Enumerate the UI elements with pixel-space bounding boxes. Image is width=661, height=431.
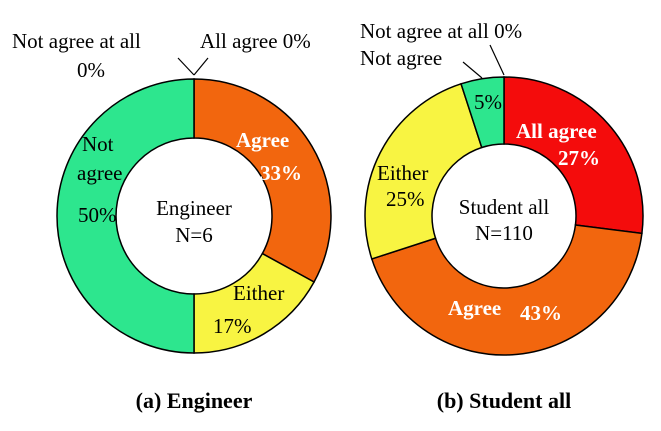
leader-line-not-agree-at-all: [177, 57, 195, 76]
slice-all-agree: [503, 76, 644, 235]
slice-not-agree: [460, 76, 505, 149]
label-not-agree-at-all: Not agree at all: [12, 29, 141, 53]
label-either-name: Either: [233, 281, 284, 305]
label-not-agree-line1: Not: [82, 132, 114, 156]
leader-line-not-agree-at-all-b: [489, 44, 505, 76]
chart-caption-engineer: (a) Engineer: [136, 388, 253, 413]
center-label-n: N=6: [175, 223, 213, 247]
slice-agree: [370, 224, 643, 356]
label-not-agree-line2: agree: [77, 161, 122, 185]
slice-not-agree: [56, 78, 195, 354]
slice-agree: [193, 78, 332, 284]
label-not-agree-at-all-b: Not agree at all 0%: [360, 19, 522, 43]
label-all-agree: All agree 0%: [200, 29, 311, 53]
center-label-title-b: Student all: [459, 195, 550, 219]
label-agree-name: Agree: [236, 128, 289, 152]
donut-chart-engineer: [56, 78, 332, 354]
label-all-agree-pct-b: 27%: [558, 146, 600, 170]
label-either-pct-b: 25%: [386, 187, 425, 211]
donut-chart-student-all: [364, 76, 644, 356]
center-label-n-b: N=110: [475, 221, 533, 245]
label-agree-name-b: Agree: [448, 296, 501, 320]
center-label-title: Engineer: [156, 196, 232, 220]
chart-caption-student-all: (b) Student all: [437, 388, 571, 413]
label-not-agree-at-all-pct: 0%: [77, 58, 105, 82]
label-either-name-b: Either: [377, 161, 428, 185]
label-not-agree-pct-b: 5%: [474, 90, 502, 114]
label-agree-pct: 33%: [260, 161, 302, 185]
label-not-agree-pct: 50%: [78, 203, 117, 227]
leader-line-all-agree: [193, 57, 209, 76]
slice-either: [364, 82, 483, 260]
label-all-agree-name-b: All agree: [516, 119, 597, 143]
label-agree-pct-b: 43%: [520, 301, 562, 325]
leader-line-not-agree-b: [462, 61, 483, 79]
label-either-pct: 17%: [213, 314, 252, 338]
label-not-agree-b: Not agree: [360, 46, 442, 70]
